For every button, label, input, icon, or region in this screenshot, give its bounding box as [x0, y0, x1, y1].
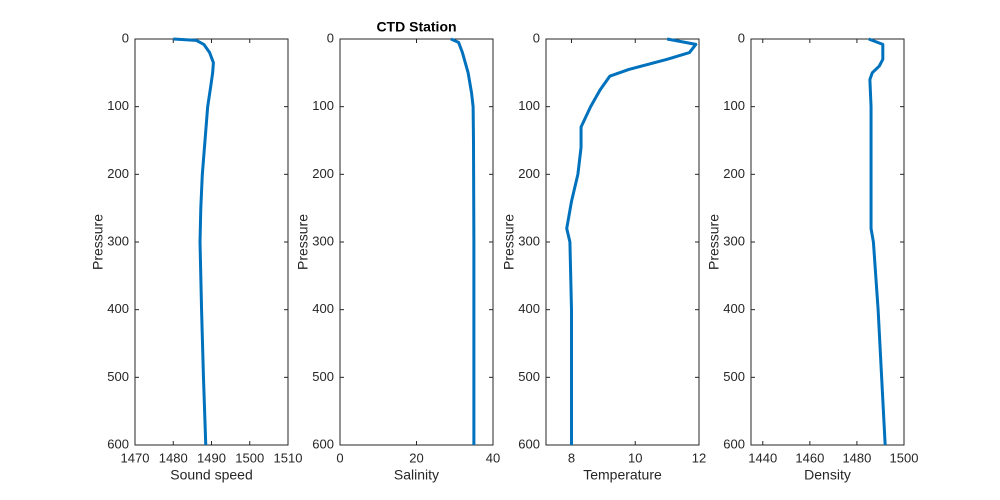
y-tick-label: 100	[107, 98, 129, 113]
y-tick-label: 500	[723, 369, 745, 384]
y-tick-label: 0	[738, 30, 745, 45]
x-tick-label: 1470	[121, 450, 150, 465]
y-tick-label: 600	[312, 436, 334, 451]
y-tick-label: 0	[122, 30, 129, 45]
y-tick-label: 500	[312, 369, 334, 384]
y-tick-label: 300	[518, 233, 540, 248]
subplot: 1470 1480 1490 1500 1510 0 100 200 300 400 500 600 S…	[90, 30, 303, 482]
x-tick-label: 1490	[197, 450, 226, 465]
x-tick-label: 1500	[890, 450, 919, 465]
axes-box	[339, 38, 494, 446]
y-tick-label: 600	[107, 436, 129, 451]
subplot: 8 10 12 0 100 200 300 400 500 600 Temperature Press…	[501, 30, 707, 482]
chart-title: CTD Station	[376, 19, 456, 35]
y-tick-label: 0	[327, 30, 334, 45]
y-tick-label: 300	[723, 233, 745, 248]
x-tick-label: 40	[486, 450, 500, 465]
x-tick-label: 1500	[235, 450, 264, 465]
y-tick-label: 100	[312, 98, 334, 113]
subplot: 0 20 400100200300400500600SalinityPressure…	[295, 19, 501, 483]
y-tick-label: 100	[723, 98, 745, 113]
x-axis-label: Density	[804, 467, 851, 483]
y-tick-label: 400	[723, 301, 745, 316]
x-tick-label: 12	[692, 450, 706, 465]
y-tick-label: 600	[518, 436, 540, 451]
axes-box	[134, 38, 289, 446]
x-tick-label: 1440	[748, 450, 777, 465]
x-tick-label: 1480	[842, 450, 871, 465]
y-tick-label: 200	[107, 166, 129, 181]
y-tick-label: 300	[312, 233, 334, 248]
x-axis-label: Temperature	[583, 467, 662, 483]
profile-line	[450, 37, 476, 445]
y-tick-label: 100	[518, 98, 540, 113]
y-tick-label: 0	[533, 30, 540, 45]
x-tick-label: 8	[568, 450, 575, 465]
y-axis-label: Pressure	[90, 214, 106, 270]
y-tick-label: 200	[312, 166, 334, 181]
x-tick-label: 1480	[159, 450, 188, 465]
y-tick-label: 400	[518, 301, 540, 316]
x-axis-label: Sound speed	[170, 467, 253, 483]
y-tick-label: 200	[518, 166, 540, 181]
y-tick-label: 500	[107, 369, 129, 384]
y-tick-label: 500	[518, 369, 540, 384]
x-axis-label: Salinity	[394, 467, 439, 483]
y-axis-label: Pressure	[295, 214, 311, 270]
y-tick-label: 200	[723, 166, 745, 181]
x-tick-label: 10	[628, 450, 642, 465]
y-tick-label: 600	[723, 436, 745, 451]
y-tick-label: 400	[312, 301, 334, 316]
y-axis-label: Pressure	[501, 214, 517, 270]
x-tick-label: 20	[409, 450, 423, 465]
y-tick-label: 300	[107, 233, 129, 248]
y-tick-label: 400	[107, 301, 129, 316]
y-axis-label: Pressure	[706, 214, 722, 270]
profile-line	[868, 37, 887, 446]
x-tick-label: 1460	[795, 450, 824, 465]
subplot: 1440 1460 1480 1500 0 100 200 300 400 500 600 Densi…	[706, 30, 919, 482]
x-tick-label: 0	[336, 450, 343, 465]
profile-line	[173, 37, 215, 446]
x-tick-label: 1510	[274, 450, 303, 465]
profile-line	[565, 37, 698, 445]
